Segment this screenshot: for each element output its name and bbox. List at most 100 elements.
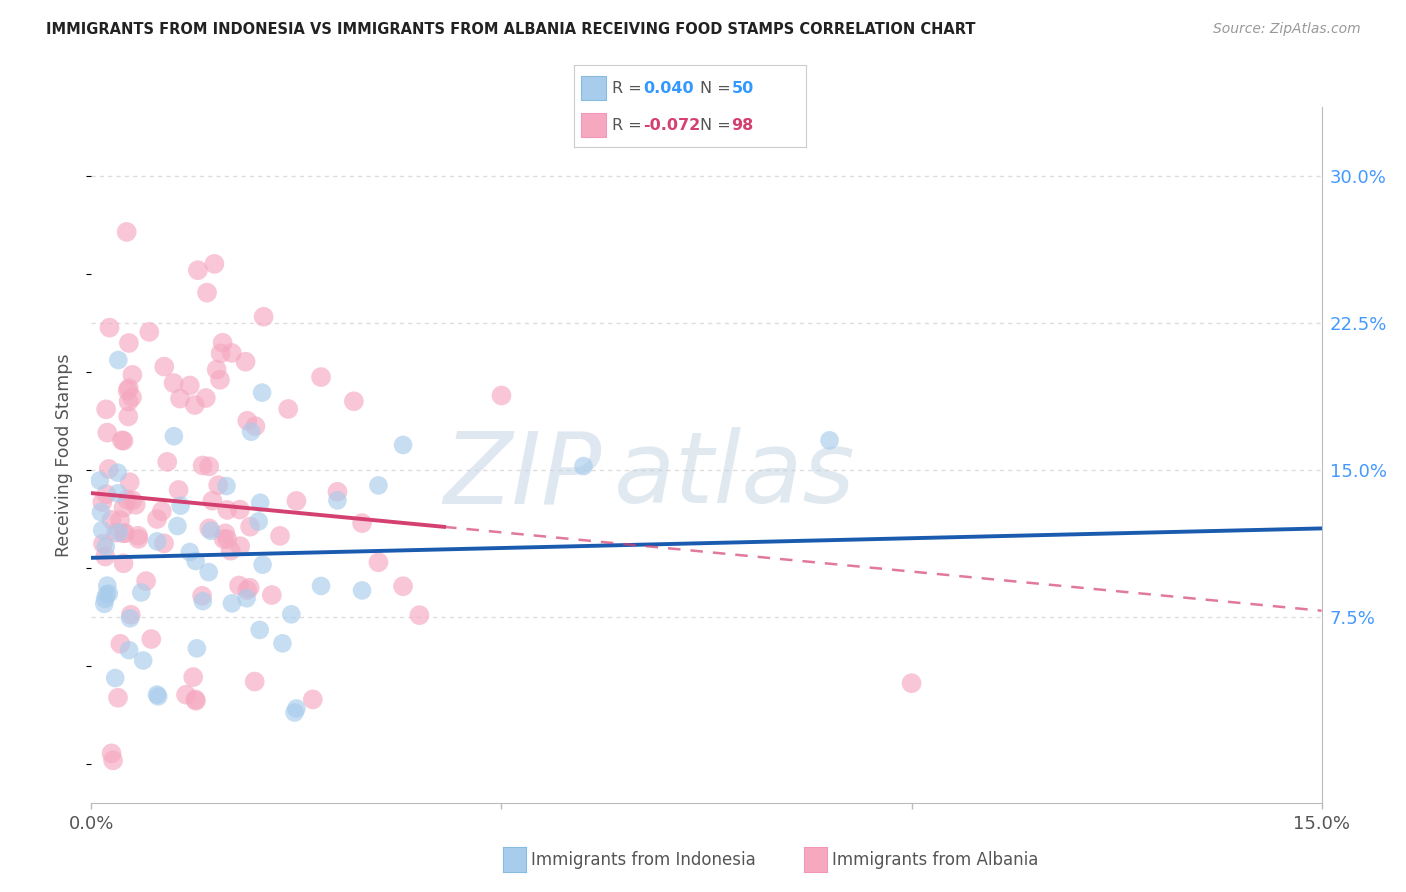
Point: [96, 579, 118, 593]
Point: [239, 581, 262, 595]
Text: 98: 98: [731, 118, 754, 133]
Point: [392, 579, 415, 593]
Point: [187, 263, 209, 277]
Point: [129, 585, 152, 599]
Point: [181, 670, 204, 684]
Point: [118, 643, 141, 657]
Point: [100, 747, 122, 761]
Point: [169, 392, 191, 406]
Point: [247, 515, 270, 529]
Point: [352, 516, 374, 530]
Point: [98, 320, 121, 334]
Point: [93, 597, 115, 611]
Point: [101, 753, 124, 767]
Point: [107, 466, 129, 480]
Point: [208, 373, 231, 387]
Point: [236, 414, 259, 428]
Point: [135, 574, 157, 588]
Point: [217, 532, 239, 546]
Point: [236, 583, 259, 598]
Point: [184, 554, 207, 568]
Point: [277, 401, 299, 416]
Point: [108, 513, 131, 527]
Point: [326, 493, 349, 508]
Text: N =: N =: [700, 118, 735, 133]
Point: [91, 536, 114, 550]
Point: [228, 578, 250, 592]
Point: [252, 558, 274, 572]
Bar: [581, 112, 606, 137]
Point: [408, 608, 430, 623]
Point: [115, 225, 138, 239]
Point: [491, 388, 513, 402]
Point: [367, 555, 389, 569]
Point: [105, 525, 128, 540]
Point: [94, 591, 117, 606]
Point: [112, 434, 135, 448]
Point: [117, 384, 139, 398]
Point: [107, 690, 129, 705]
Y-axis label: Receiving Food Stamps: Receiving Food Stamps: [55, 353, 73, 557]
Point: [260, 588, 283, 602]
Point: [107, 353, 129, 368]
Text: N =: N =: [700, 80, 735, 95]
Text: R =: R =: [612, 118, 647, 133]
Point: [156, 455, 179, 469]
Point: [97, 462, 120, 476]
Text: ZIP: ZIP: [444, 427, 602, 524]
Text: Source: ZipAtlas.com: Source: ZipAtlas.com: [1213, 22, 1361, 37]
Point: [202, 257, 225, 271]
Point: [166, 519, 188, 533]
Point: [118, 335, 141, 350]
Point: [186, 641, 208, 656]
Point: [169, 499, 191, 513]
Point: [118, 475, 141, 490]
Point: [138, 325, 160, 339]
Point: [284, 706, 307, 720]
Point: [301, 692, 323, 706]
Point: [132, 653, 155, 667]
Point: [215, 479, 238, 493]
Point: [343, 394, 366, 409]
Point: [141, 632, 163, 646]
Point: [198, 521, 221, 535]
Point: [90, 505, 112, 519]
Point: [191, 594, 214, 608]
Point: [235, 591, 257, 606]
Point: [818, 434, 841, 448]
Point: [114, 526, 136, 541]
Point: [184, 692, 207, 706]
Point: [285, 494, 308, 508]
Point: [212, 532, 235, 546]
Point: [214, 526, 236, 541]
Point: [112, 500, 135, 515]
Point: [198, 459, 221, 474]
Point: [309, 579, 332, 593]
Point: [269, 529, 291, 543]
Point: [125, 498, 148, 512]
Point: [249, 623, 271, 637]
Text: 0.040: 0.040: [643, 80, 695, 95]
Text: Immigrants from Albania: Immigrants from Albania: [832, 851, 1039, 869]
Point: [100, 513, 122, 527]
Point: [900, 676, 922, 690]
Point: [245, 419, 267, 434]
Point: [121, 493, 143, 508]
Point: [89, 474, 111, 488]
Point: [94, 540, 117, 554]
Point: [96, 425, 118, 440]
Point: [111, 434, 134, 448]
Point: [235, 354, 257, 368]
Point: [253, 310, 276, 324]
Point: [117, 394, 139, 409]
Point: [127, 529, 149, 543]
Point: [96, 487, 118, 501]
Point: [184, 694, 207, 708]
Point: [217, 503, 239, 517]
Point: [146, 534, 169, 549]
Point: [121, 368, 143, 382]
Point: [572, 459, 595, 474]
Point: [112, 556, 135, 570]
Point: [167, 483, 190, 497]
Text: 50: 50: [731, 80, 754, 95]
